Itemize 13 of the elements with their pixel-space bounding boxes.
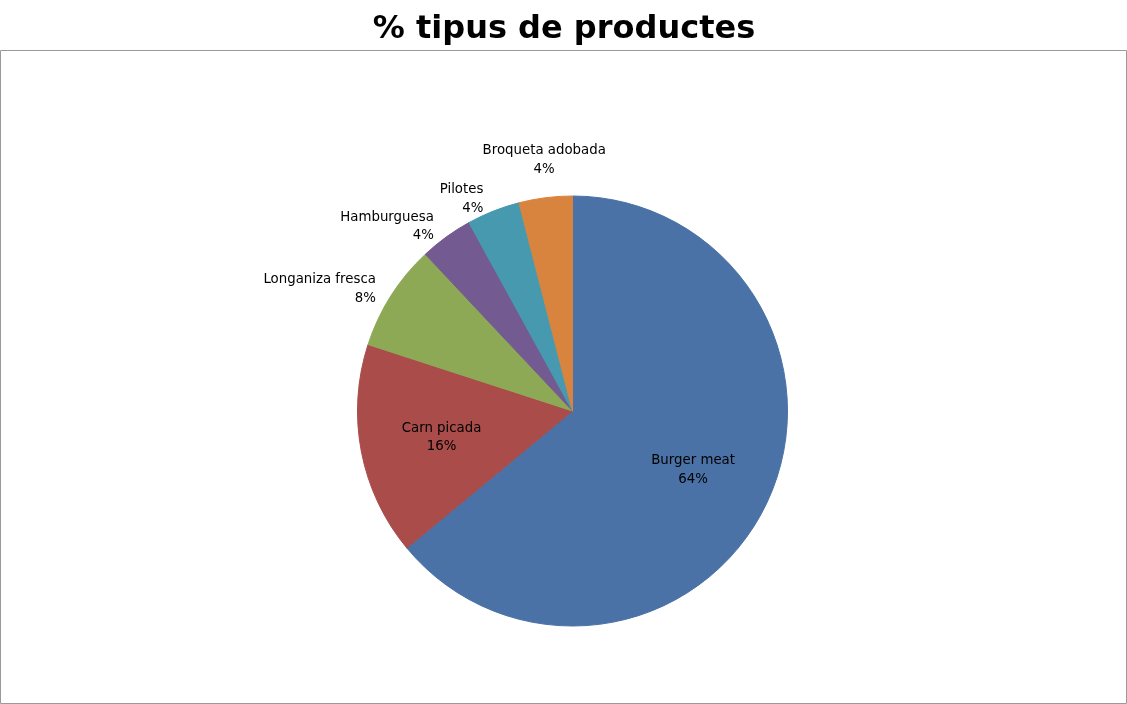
data-label: 4%	[412, 227, 434, 243]
slice-label: Carn picada	[401, 419, 482, 435]
data-label: 4%	[533, 160, 555, 176]
slice-label: Hamburguesa	[340, 208, 434, 224]
slice-label: Pilotes	[439, 180, 484, 196]
data-label: 4%	[462, 199, 484, 215]
slice-label: Longaniza fresca	[263, 271, 376, 287]
data-label: 16%	[426, 438, 457, 454]
data-label: 8%	[354, 290, 376, 306]
slice-label: Broqueta adobada	[482, 141, 606, 157]
chart-title: % tipus de productes	[372, 7, 756, 46]
data-label: 64%	[678, 470, 708, 486]
slice-label: Burger meat	[651, 451, 736, 467]
